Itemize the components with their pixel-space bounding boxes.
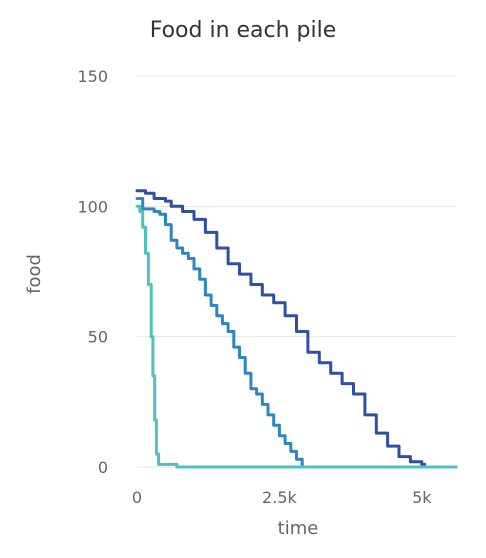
- x-axis-ticks: 0 2.5k 5k: [132, 488, 432, 507]
- y-axis-label: food: [24, 254, 45, 294]
- y-tick-label: 0: [98, 458, 108, 477]
- y-tick-label: 150: [77, 67, 108, 86]
- x-tick-label: 0: [132, 488, 142, 507]
- x-tick-label: 5k: [412, 488, 432, 507]
- x-tick-label: 2.5k: [262, 488, 297, 507]
- series-line-1: [135, 189, 458, 469]
- y-axis-ticks: 0 50 100 150: [77, 67, 108, 477]
- x-axis-label: time: [278, 518, 319, 539]
- series-line-2: [135, 197, 458, 469]
- grid-lines: [137, 75, 456, 468]
- y-tick-label: 100: [77, 197, 108, 216]
- series-line-3: [135, 204, 458, 469]
- series-lines: [135, 189, 458, 469]
- chart-title: Food in each pile: [150, 18, 337, 43]
- y-tick-label: 50: [88, 328, 108, 347]
